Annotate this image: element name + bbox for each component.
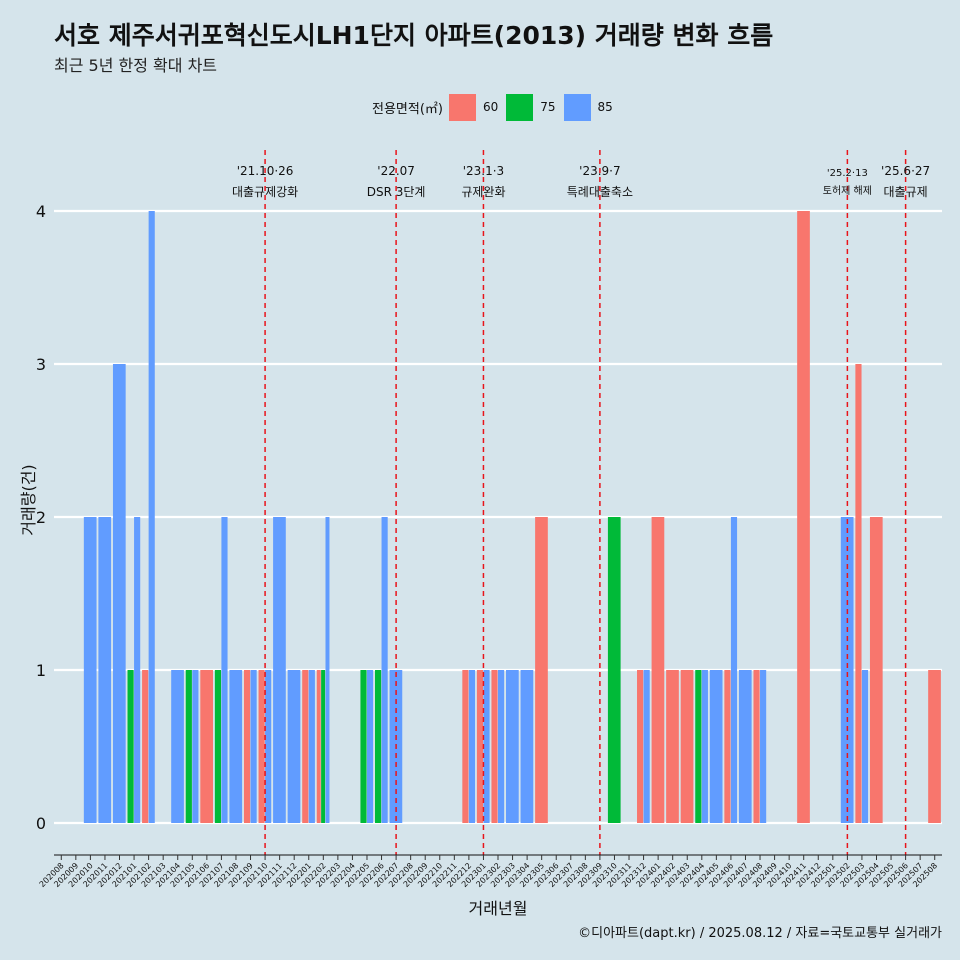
credit-text: ©디아파트(dapt.kr) / 2025.08.12 / 자료=국토교통부 실… [578,926,942,941]
bar-202404-85 [701,670,708,823]
event-date-label: '21.10·26 [237,164,294,178]
legend-label-85: 85 [597,100,613,114]
bar-202404-75 [695,670,702,823]
bar-202312-85 [643,670,650,823]
bar-202407-85 [738,670,752,823]
bar-202109-85 [250,670,257,823]
bar-202106-60 [200,670,214,823]
event-date-label: '22.07 [377,164,415,178]
bar-202503-85 [861,670,869,823]
legend-swatch-85 [563,93,591,121]
bar-202302-60 [491,670,498,823]
y-tick-label: 1 [36,661,46,680]
bar-202304-85 [520,670,534,823]
bar-202408-85 [760,670,767,823]
bar-202110-60 [258,670,265,823]
y-tick-label: 0 [36,814,46,833]
event-lines: '21.10·26 대출규제강화 '22.07 DSR 3단계 '23.1·3 규제완화 '… [232,150,930,855]
bar-202102-60 [142,670,149,823]
bar-202212-85 [468,670,476,823]
bar-202401-60 [651,517,665,823]
bar-202108-85 [229,670,243,823]
bar-202109-60 [243,670,251,823]
event-date-label: '25.2·13 [827,168,868,179]
bar-202405-85 [709,670,723,823]
legend-item-60: 60 [448,93,499,121]
bar-202502-85 [840,517,854,823]
bar-202101-85 [134,517,141,823]
event-desc-label: 특례대출축소 [567,185,633,199]
legend-swatch-60 [448,93,476,121]
bar-202202-75 [321,670,326,823]
bar-202504-60 [869,517,883,823]
bar-202105-85 [192,670,199,823]
event-desc-label: 대출규제 [884,185,928,199]
bar-202301-85 [483,670,490,823]
y-axis-label: 거래량(건) [19,464,38,535]
bar-202205-85 [366,670,374,823]
bar-202508-60 [928,670,941,823]
bar-202012-85 [112,364,126,823]
axes: 2020082020092020102020112020122021012021… [38,854,942,889]
legend-title: 전용면적(㎡) [372,101,443,117]
bar-202406-60 [724,670,731,823]
x-axis-label: 거래년월 [469,899,528,918]
bar-202303-85 [506,670,519,823]
bar-202406-85 [730,517,738,823]
bar-202301-60 [476,670,484,823]
legend-label-75: 75 [540,100,556,114]
bar-202104-85 [171,670,184,823]
bar-202201-60 [302,670,309,823]
bars-layer [83,211,941,823]
bar-202202-60 [316,670,321,823]
y-tick-label: 2 [36,508,46,527]
event-desc-label: DSR 3단계 [367,185,426,199]
bar-202201-85 [308,670,315,823]
bar-202305-60 [535,517,548,823]
legend-swatch-75 [506,93,534,121]
bar-202107-85 [221,517,228,823]
bar-202411-60 [797,211,810,823]
bar-202112-85 [287,670,301,823]
bar-202206-75 [374,670,382,823]
y-tick-label: 4 [36,202,46,221]
event-date-label: '23.1·3 [463,164,504,178]
bar-202206-85 [381,517,388,823]
event-desc-label: 규제완화 [461,185,505,199]
legend: 전용면적(㎡) 60 75 85 [372,93,621,121]
chart-title: 서호 제주서귀포혁신도시LH1단지 아파트(2013) 거래량 변화 흐름 [54,21,774,50]
event-desc-label: 토허제 해제 [823,184,872,197]
bar-202402-60 [666,670,679,823]
bar-202101-75 [127,670,134,823]
legend-item-75: 75 [506,93,556,121]
bar-202107-75 [214,670,222,823]
event-date-label: '25.6·27 [881,164,930,178]
event-date-label: '23.9·7 [579,164,620,178]
bar-202010-85 [83,517,97,823]
bar-202312-60 [637,670,644,823]
legend-item-85: 85 [563,93,613,121]
bar-202503-60 [855,364,862,823]
bar-202408-60 [753,670,760,823]
bar-202011-85 [98,517,112,823]
bar-202102-85 [148,211,155,823]
bar-202110-85 [265,670,272,823]
bar-202212-60 [462,670,469,823]
bar-202403-60 [680,670,694,823]
y-tick-label: 3 [36,355,46,374]
chart-subtitle: 최근 5년 한정 확대 차트 [54,56,218,75]
event-desc-label: 대출규제강화 [232,185,298,199]
bar-202302-85 [498,670,505,823]
bar-202202-85 [325,517,330,823]
bar-202111-85 [273,517,286,823]
legend-label-60: 60 [482,100,499,114]
bar-202205-75 [360,670,367,823]
bar-202105-75 [185,670,192,823]
bar-202310-75 [607,517,621,823]
